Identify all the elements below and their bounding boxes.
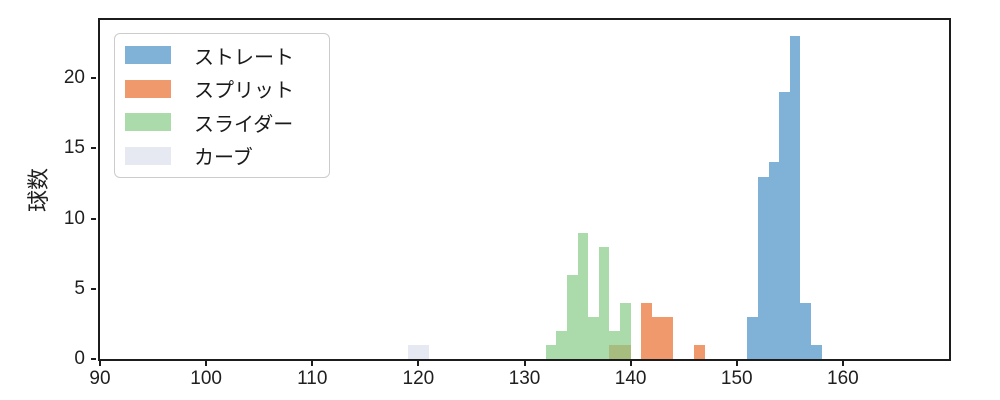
legend: ストレートスプリットスライダーカーブ <box>114 33 330 178</box>
y-tick-mark <box>91 358 96 360</box>
legend-item-label: カーブ <box>194 147 253 170</box>
histogram-bar <box>609 330 620 359</box>
legend-swatch-icon <box>125 79 171 98</box>
x-tick-label: 110 <box>297 368 328 389</box>
x-tick-mark <box>205 361 208 366</box>
x-tick-label: 130 <box>508 368 541 389</box>
histogram-bar <box>545 344 557 359</box>
legend-swatch-icon <box>125 113 171 132</box>
histogram-bar <box>768 162 780 359</box>
histogram-bar <box>662 316 674 359</box>
x-tick-label: 90 <box>89 368 111 389</box>
histogram-bar <box>577 232 589 359</box>
x-tick-label: 150 <box>720 368 753 389</box>
legend-item: ストレート <box>125 46 319 69</box>
y-tick-label: 5 <box>74 277 85 299</box>
histogram-bar <box>747 316 758 359</box>
x-tick-mark <box>311 361 314 366</box>
histogram-bar <box>811 344 822 359</box>
y-tick-label: 20 <box>63 67 85 89</box>
legend-item: スプリット <box>125 79 319 102</box>
histogram-bar <box>418 344 429 359</box>
x-tick-mark <box>99 361 101 366</box>
histogram-bar <box>641 302 652 359</box>
x-tick-label: 140 <box>614 368 647 389</box>
histogram-bar <box>566 274 578 359</box>
histogram-bar <box>651 316 663 359</box>
x-tick-label: 120 <box>402 368 435 389</box>
x-tick-mark <box>523 361 526 366</box>
histogram-bar <box>757 176 769 359</box>
y-tick-mark <box>91 287 96 290</box>
y-tick-mark <box>91 147 96 150</box>
legend-swatch-icon <box>125 46 171 64</box>
x-tick-mark <box>841 361 844 366</box>
legend-item-label: スプリット <box>194 80 294 103</box>
histogram-bar <box>407 344 419 359</box>
histogram-bar <box>588 316 599 359</box>
legend-item: カーブ <box>125 146 319 169</box>
legend-item-label: スライダー <box>194 113 294 136</box>
plot-area: ストレートスプリットスライダーカーブ <box>98 18 951 361</box>
y-tick-mark <box>91 217 96 220</box>
y-tick-label: 15 <box>63 137 85 159</box>
histogram-bar <box>620 302 631 359</box>
y-axis-label: 球数 <box>26 167 51 213</box>
y-tick-label: 10 <box>63 207 85 229</box>
histogram-bar <box>800 302 812 359</box>
y-tick-mark <box>91 77 96 80</box>
legend-item: スライダー <box>125 113 319 136</box>
legend-swatch-icon <box>125 146 171 165</box>
x-tick-mark <box>417 361 420 366</box>
y-tick-label: 0 <box>74 348 85 369</box>
x-tick-label: 100 <box>190 368 222 389</box>
x-tick-label: 160 <box>827 368 859 389</box>
histogram-bar <box>789 36 801 359</box>
legend-item-label: ストレート <box>194 46 294 69</box>
histogram-bar <box>598 246 610 359</box>
histogram-bar <box>556 330 567 359</box>
histogram-bar <box>694 344 705 359</box>
x-tick-mark <box>735 361 738 366</box>
x-tick-mark <box>629 361 632 366</box>
histogram-bar <box>779 92 790 359</box>
